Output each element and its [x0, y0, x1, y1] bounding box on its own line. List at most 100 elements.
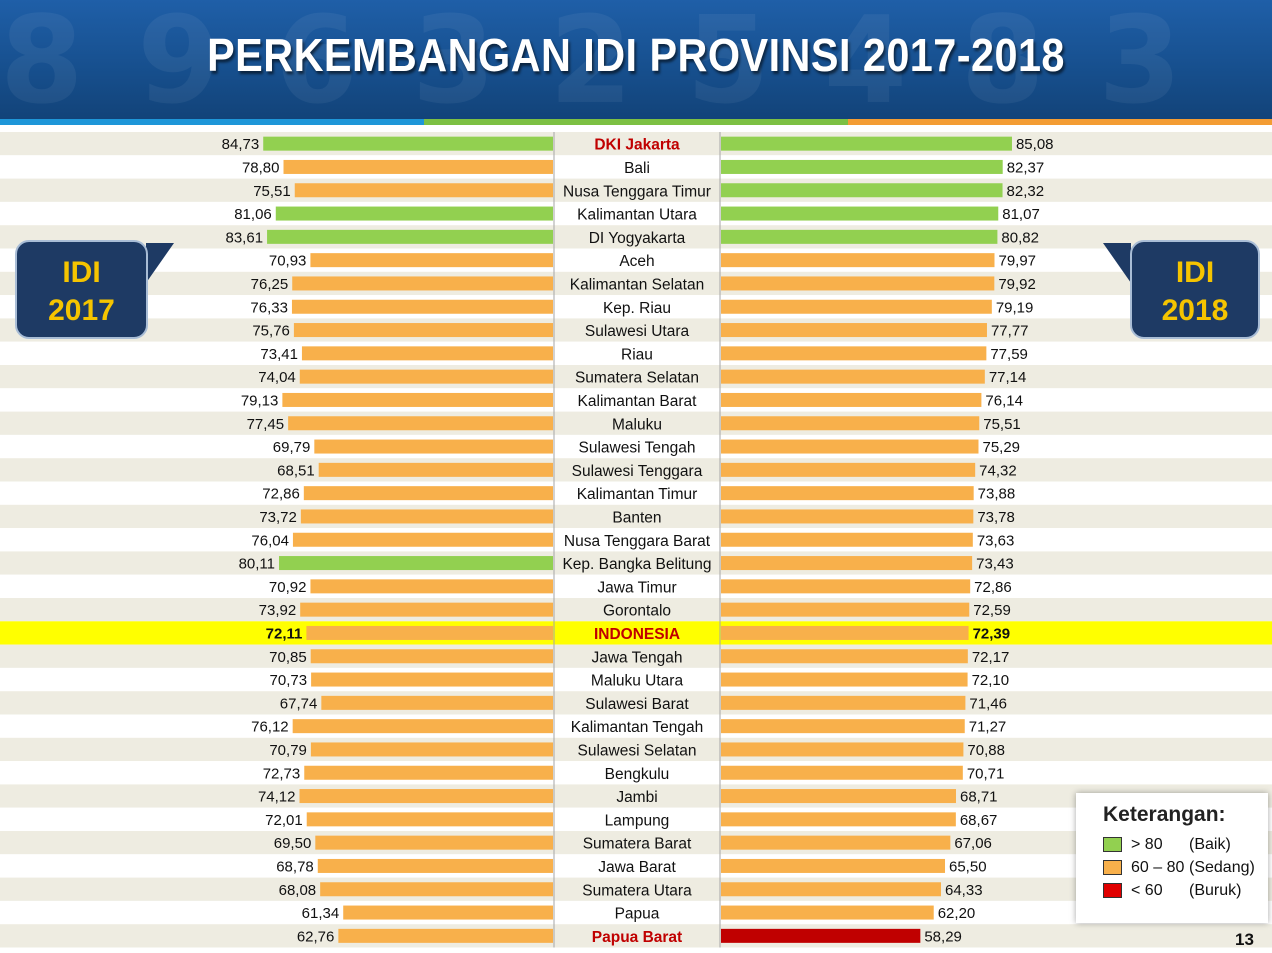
bar-2018 [721, 789, 956, 804]
value-label-2018: 77,59 [990, 346, 1028, 363]
bar-2018 [721, 649, 968, 664]
value-label-2017: 68,08 [279, 882, 317, 899]
bar-2017 [301, 346, 553, 361]
value-label-2017: 79,13 [241, 392, 279, 409]
value-label-2017: 78,80 [242, 159, 280, 176]
value-label-2018: 73,78 [977, 509, 1015, 526]
value-label-2017: 81,06 [234, 206, 272, 223]
bar-2018 [721, 416, 980, 431]
callout-left-line2: 2017 [48, 294, 115, 327]
bar-2017 [338, 928, 553, 943]
bar-2018 [721, 858, 946, 873]
category-label: Nusa Tenggara Timur [563, 183, 711, 200]
value-label-2017: 62,76 [297, 928, 335, 945]
bar-2017 [321, 695, 553, 710]
callout-left-line1: IDI [62, 256, 101, 289]
value-label-2017: 70,73 [270, 672, 308, 689]
legend-swatch-bad [1103, 883, 1122, 898]
bar-2017 [310, 649, 553, 664]
bar-2018 [721, 276, 995, 291]
category-label: Kalimantan Selatan [570, 276, 704, 293]
category-label: Jawa Timur [597, 579, 676, 596]
category-label: Kep. Riau [603, 300, 671, 317]
value-label-2017: 84,73 [222, 136, 260, 153]
value-label-2017: 73,92 [259, 602, 297, 619]
title-banner: 8 9 6 3 2 5 4 8 3 PERKEMBANGAN IDI PROVI… [0, 0, 1272, 119]
category-label: Papua Barat [592, 929, 682, 946]
page-number: 13 [1235, 930, 1254, 949]
value-label-2018: 85,08 [1016, 136, 1054, 153]
value-label-2018: 65,50 [949, 858, 987, 875]
bar-2018 [721, 183, 1003, 198]
bar-2017 [310, 579, 553, 594]
value-label-2017: 76,04 [251, 532, 289, 549]
bar-2017 [304, 765, 553, 780]
bar-2017 [275, 206, 553, 221]
legend-item-medium: 60 – 80 (Sedang) [1103, 856, 1268, 879]
value-label-2018: 64,33 [945, 882, 983, 899]
bar-2018 [721, 159, 1003, 174]
bar-2017 [291, 299, 553, 314]
bar-2018 [721, 556, 973, 571]
value-label-2018: 72,59 [973, 602, 1011, 619]
bar-2018 [721, 719, 965, 734]
category-label: Sulawesi Tengah [579, 440, 696, 457]
bar-2018 [721, 462, 976, 477]
bar-2017 [288, 416, 553, 431]
bar-2018 [721, 369, 985, 384]
value-label-2017: 76,12 [251, 719, 289, 736]
value-label-2018: 70,88 [967, 742, 1005, 759]
category-label: Sumatera Utara [582, 882, 692, 899]
category-label: Kalimantan Timur [577, 486, 698, 503]
value-label-2018: 62,20 [938, 905, 976, 922]
page-title: PERKEMBANGAN IDI PROVINSI 2017-2018 [207, 29, 1065, 81]
value-label-2018: 82,32 [1007, 183, 1045, 200]
value-label-2017: 69,50 [274, 835, 312, 852]
legend-range: > 80 [1131, 835, 1163, 853]
bar-2017 [292, 719, 553, 734]
category-label: Nusa Tenggara Barat [564, 533, 711, 550]
bar-2018 [721, 346, 987, 361]
value-label-2018: 74,32 [979, 462, 1017, 479]
value-label-2017: 70,85 [269, 649, 307, 666]
bar-2018 [721, 439, 979, 454]
value-label-2017: 61,34 [302, 905, 340, 922]
bar-2018 [721, 765, 963, 780]
bar-2017 [306, 812, 553, 827]
bar-2017 [343, 905, 553, 920]
bar-2018 [721, 136, 1012, 151]
value-label-2017: 74,04 [258, 369, 296, 386]
value-label-2018: 68,67 [960, 812, 998, 829]
callout-right-line1: IDI [1175, 256, 1215, 289]
value-label-2017: 76,25 [251, 276, 289, 293]
bar-2017 [318, 462, 553, 477]
value-label-2017: 70,93 [269, 253, 307, 270]
row-band [0, 877, 1272, 901]
bar-2018 [721, 812, 956, 827]
value-label-2018: 79,19 [996, 299, 1034, 316]
bar-2017 [279, 556, 553, 571]
value-label-2018: 72,86 [974, 579, 1012, 596]
bar-2018 [721, 882, 942, 897]
legend-label: (Baik) [1189, 835, 1231, 853]
category-label: Sumatera Selatan [575, 370, 699, 387]
bar-2017 [311, 672, 553, 687]
callout-idi-2018: IDI 2018 [1130, 240, 1260, 339]
bar-2017 [310, 253, 553, 268]
value-label-2017: 72,01 [265, 812, 303, 829]
bar-2018 [721, 206, 999, 221]
value-label-2018: 82,37 [1007, 159, 1045, 176]
value-label-2017: 68,78 [276, 858, 314, 875]
value-label-2018: 80,82 [1001, 229, 1039, 246]
category-label: Jawa Tengah [591, 649, 682, 666]
category-label: Sulawesi Utara [585, 323, 690, 340]
value-label-2017: 76,33 [250, 299, 288, 316]
value-label-2017: 83,61 [226, 229, 264, 246]
value-label-2018: 71,46 [969, 695, 1007, 712]
value-label-2018: 72,17 [972, 649, 1010, 666]
value-label-2017: 72,11 [266, 625, 303, 642]
header-stripe-green [424, 119, 848, 125]
value-label-2018: 73,63 [977, 532, 1015, 549]
row-band [0, 900, 1272, 925]
value-label-2018: 68,71 [960, 789, 998, 806]
